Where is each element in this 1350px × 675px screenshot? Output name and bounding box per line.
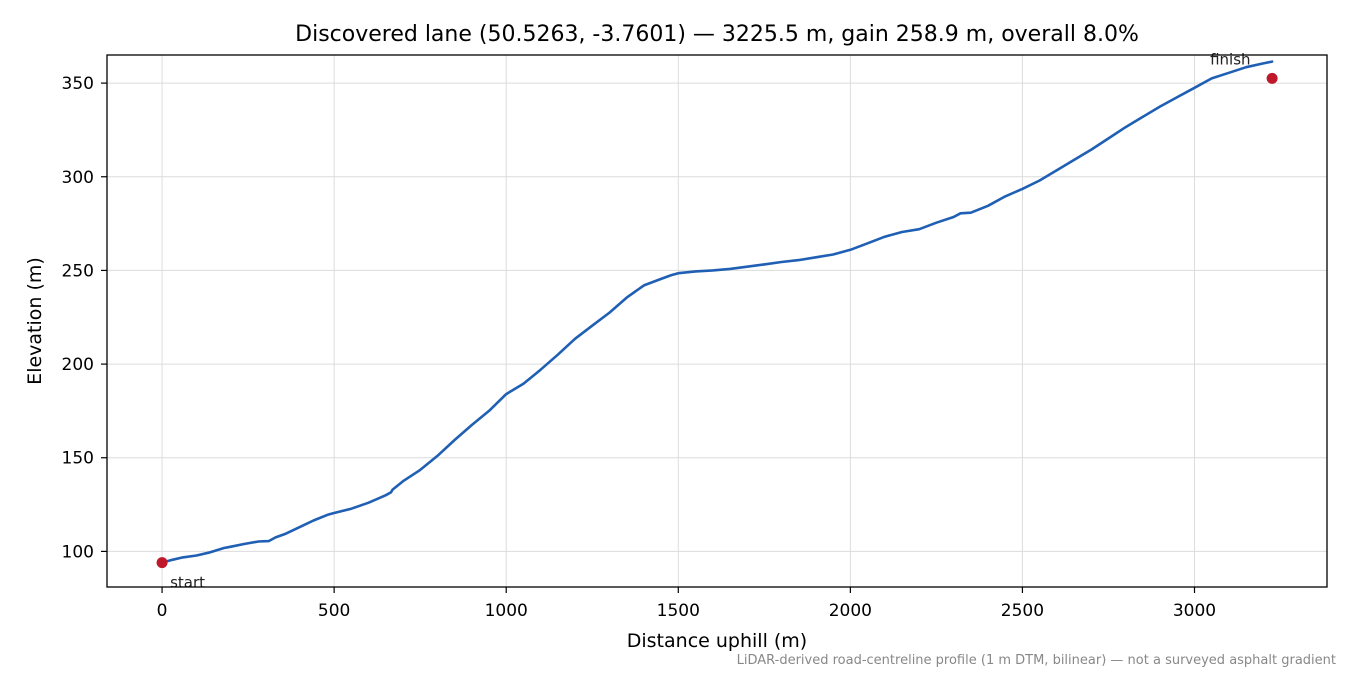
x-tick-label: 500 — [318, 601, 350, 621]
start-label: start — [170, 574, 205, 592]
x-tick-label: 0 — [157, 601, 168, 621]
finish-label: finish — [1210, 50, 1250, 68]
y-tick-label: 150 — [62, 449, 94, 469]
x-axis-label: Distance uphill (m) — [627, 630, 807, 652]
start-marker — [156, 557, 168, 569]
y-tick-label: 100 — [62, 542, 94, 562]
finish-marker — [1266, 72, 1278, 84]
series-layer — [160, 60, 1274, 564]
y-tick-label: 300 — [62, 168, 94, 188]
y-tick-label: 350 — [62, 74, 94, 94]
x-tick-label: 1000 — [485, 601, 528, 621]
x-tick-label: 2500 — [1001, 601, 1044, 621]
x-tick-label: 3000 — [1173, 601, 1216, 621]
chart-footnote: LiDAR-derived road-centreline profile (1… — [736, 653, 1336, 668]
axis-ticks: 0 500 1000 1500 2000 2500 3000 100 150 200 250 300 3… — [62, 74, 1217, 621]
x-tick-label: 2000 — [829, 601, 872, 621]
y-axis-label: Elevation (m) — [24, 257, 46, 385]
y-tick-label: 250 — [62, 261, 94, 281]
chart-title: Discovered lane (50.5263, -3.7601) — 322… — [295, 22, 1139, 47]
elevation-profile-line — [160, 60, 1274, 564]
plot-area-frame — [106, 54, 1328, 588]
y-tick-label: 200 — [62, 355, 94, 375]
x-tick-label: 1500 — [657, 601, 700, 621]
